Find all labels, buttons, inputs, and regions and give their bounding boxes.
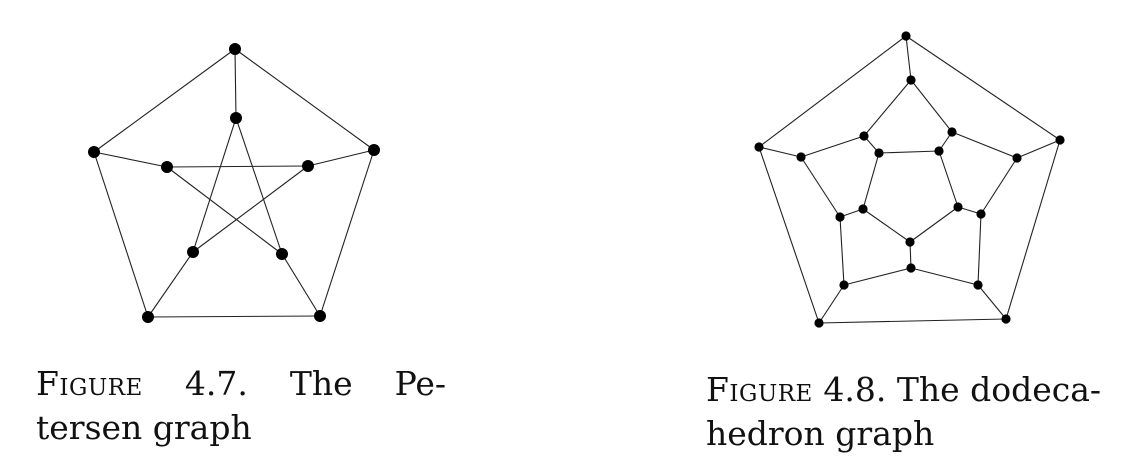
graph-edge <box>862 208 911 243</box>
figure-label: Figure <box>36 364 143 403</box>
graph-vertex <box>1012 153 1022 163</box>
graph-vertex <box>906 263 916 273</box>
dodecahedron-graph <box>754 31 1065 328</box>
graph-vertex <box>368 144 380 156</box>
graph-edge <box>235 117 283 255</box>
graph-vertex <box>1055 135 1065 145</box>
graph-vertex <box>88 146 100 158</box>
graph-vertex <box>947 127 957 137</box>
graph-edge <box>166 166 283 255</box>
caption-word: The <box>289 364 353 403</box>
graph-edge <box>977 213 982 286</box>
graph-vertex <box>276 248 288 260</box>
graph-vertex <box>302 160 314 172</box>
graph-vertex <box>874 148 884 158</box>
graph-edge <box>234 48 237 119</box>
graph-edge <box>192 117 237 253</box>
graph-vertex <box>953 202 963 212</box>
graph-vertex <box>976 209 986 219</box>
graph-vertex <box>905 237 915 247</box>
caption-word: Pe- <box>394 364 446 403</box>
graph-edge <box>758 146 802 158</box>
graph-vertex <box>859 131 869 141</box>
graph-edge <box>800 135 865 158</box>
graph-edge <box>910 267 979 286</box>
graph-edge <box>166 165 309 168</box>
graph-edge <box>800 156 841 218</box>
graph-edge <box>839 216 845 286</box>
graph-edge <box>1005 139 1061 320</box>
figure-4-8-caption: Figure 4.8. The dodeca- hedron graph <box>706 368 1126 456</box>
graph-edge <box>878 150 940 154</box>
graph-edge <box>818 318 1007 324</box>
graph-vertex <box>142 311 154 323</box>
graph-edge <box>905 35 912 81</box>
graph-vertex <box>839 280 849 290</box>
graph-vertex <box>161 161 173 173</box>
graph-vertex <box>230 112 242 124</box>
graph-edge <box>93 151 168 168</box>
graph-edge <box>843 267 912 286</box>
graph-edge <box>905 35 1061 141</box>
graph-edge <box>758 146 820 324</box>
graph-edge <box>938 150 959 208</box>
graph-vertex <box>754 142 764 152</box>
graph-vertex <box>973 280 983 290</box>
graph-edge <box>281 253 321 317</box>
graph-vertex <box>1001 314 1011 324</box>
graph-edge <box>910 79 953 133</box>
graph-edge <box>909 206 959 243</box>
graph-vertex <box>796 152 806 162</box>
graph-vertex <box>814 318 824 328</box>
petersen-graph <box>88 43 380 323</box>
graph-edge <box>93 48 236 153</box>
graph-edge <box>818 284 845 324</box>
graph-vertex <box>314 310 326 322</box>
graph-edge <box>863 79 912 137</box>
graph-vertex <box>187 246 199 258</box>
graph-edge <box>1016 139 1061 159</box>
graph-vertex <box>229 43 241 55</box>
graph-vertex <box>835 212 845 222</box>
graph-edge <box>234 48 375 151</box>
graph-vertex <box>901 31 911 41</box>
graph-edge <box>951 131 1018 159</box>
graph-edge <box>862 152 880 210</box>
graph-edge <box>980 157 1018 215</box>
caption-line: tersen graph <box>36 408 252 447</box>
graph-edge <box>93 151 149 318</box>
graph-edge <box>758 35 907 148</box>
graph-vertex <box>934 146 944 156</box>
graph-vertex <box>858 204 868 214</box>
figure-label: Figure <box>706 370 813 409</box>
graph-edge <box>147 315 321 318</box>
graph-edge <box>319 149 375 317</box>
figure-number: 4.7. <box>184 364 248 403</box>
graph-edge <box>192 165 309 253</box>
figure-number: 4.8. <box>823 370 887 409</box>
graph-edge <box>307 149 375 167</box>
caption-line: hedron graph <box>706 414 935 453</box>
graph-vertex <box>906 75 916 85</box>
graph-edge <box>147 251 194 318</box>
graph-edge <box>977 284 1007 320</box>
figure-4-7-caption: Figure 4.7. The Pe- tersen graph <box>36 362 446 450</box>
caption-text: The dodeca- <box>896 370 1102 409</box>
